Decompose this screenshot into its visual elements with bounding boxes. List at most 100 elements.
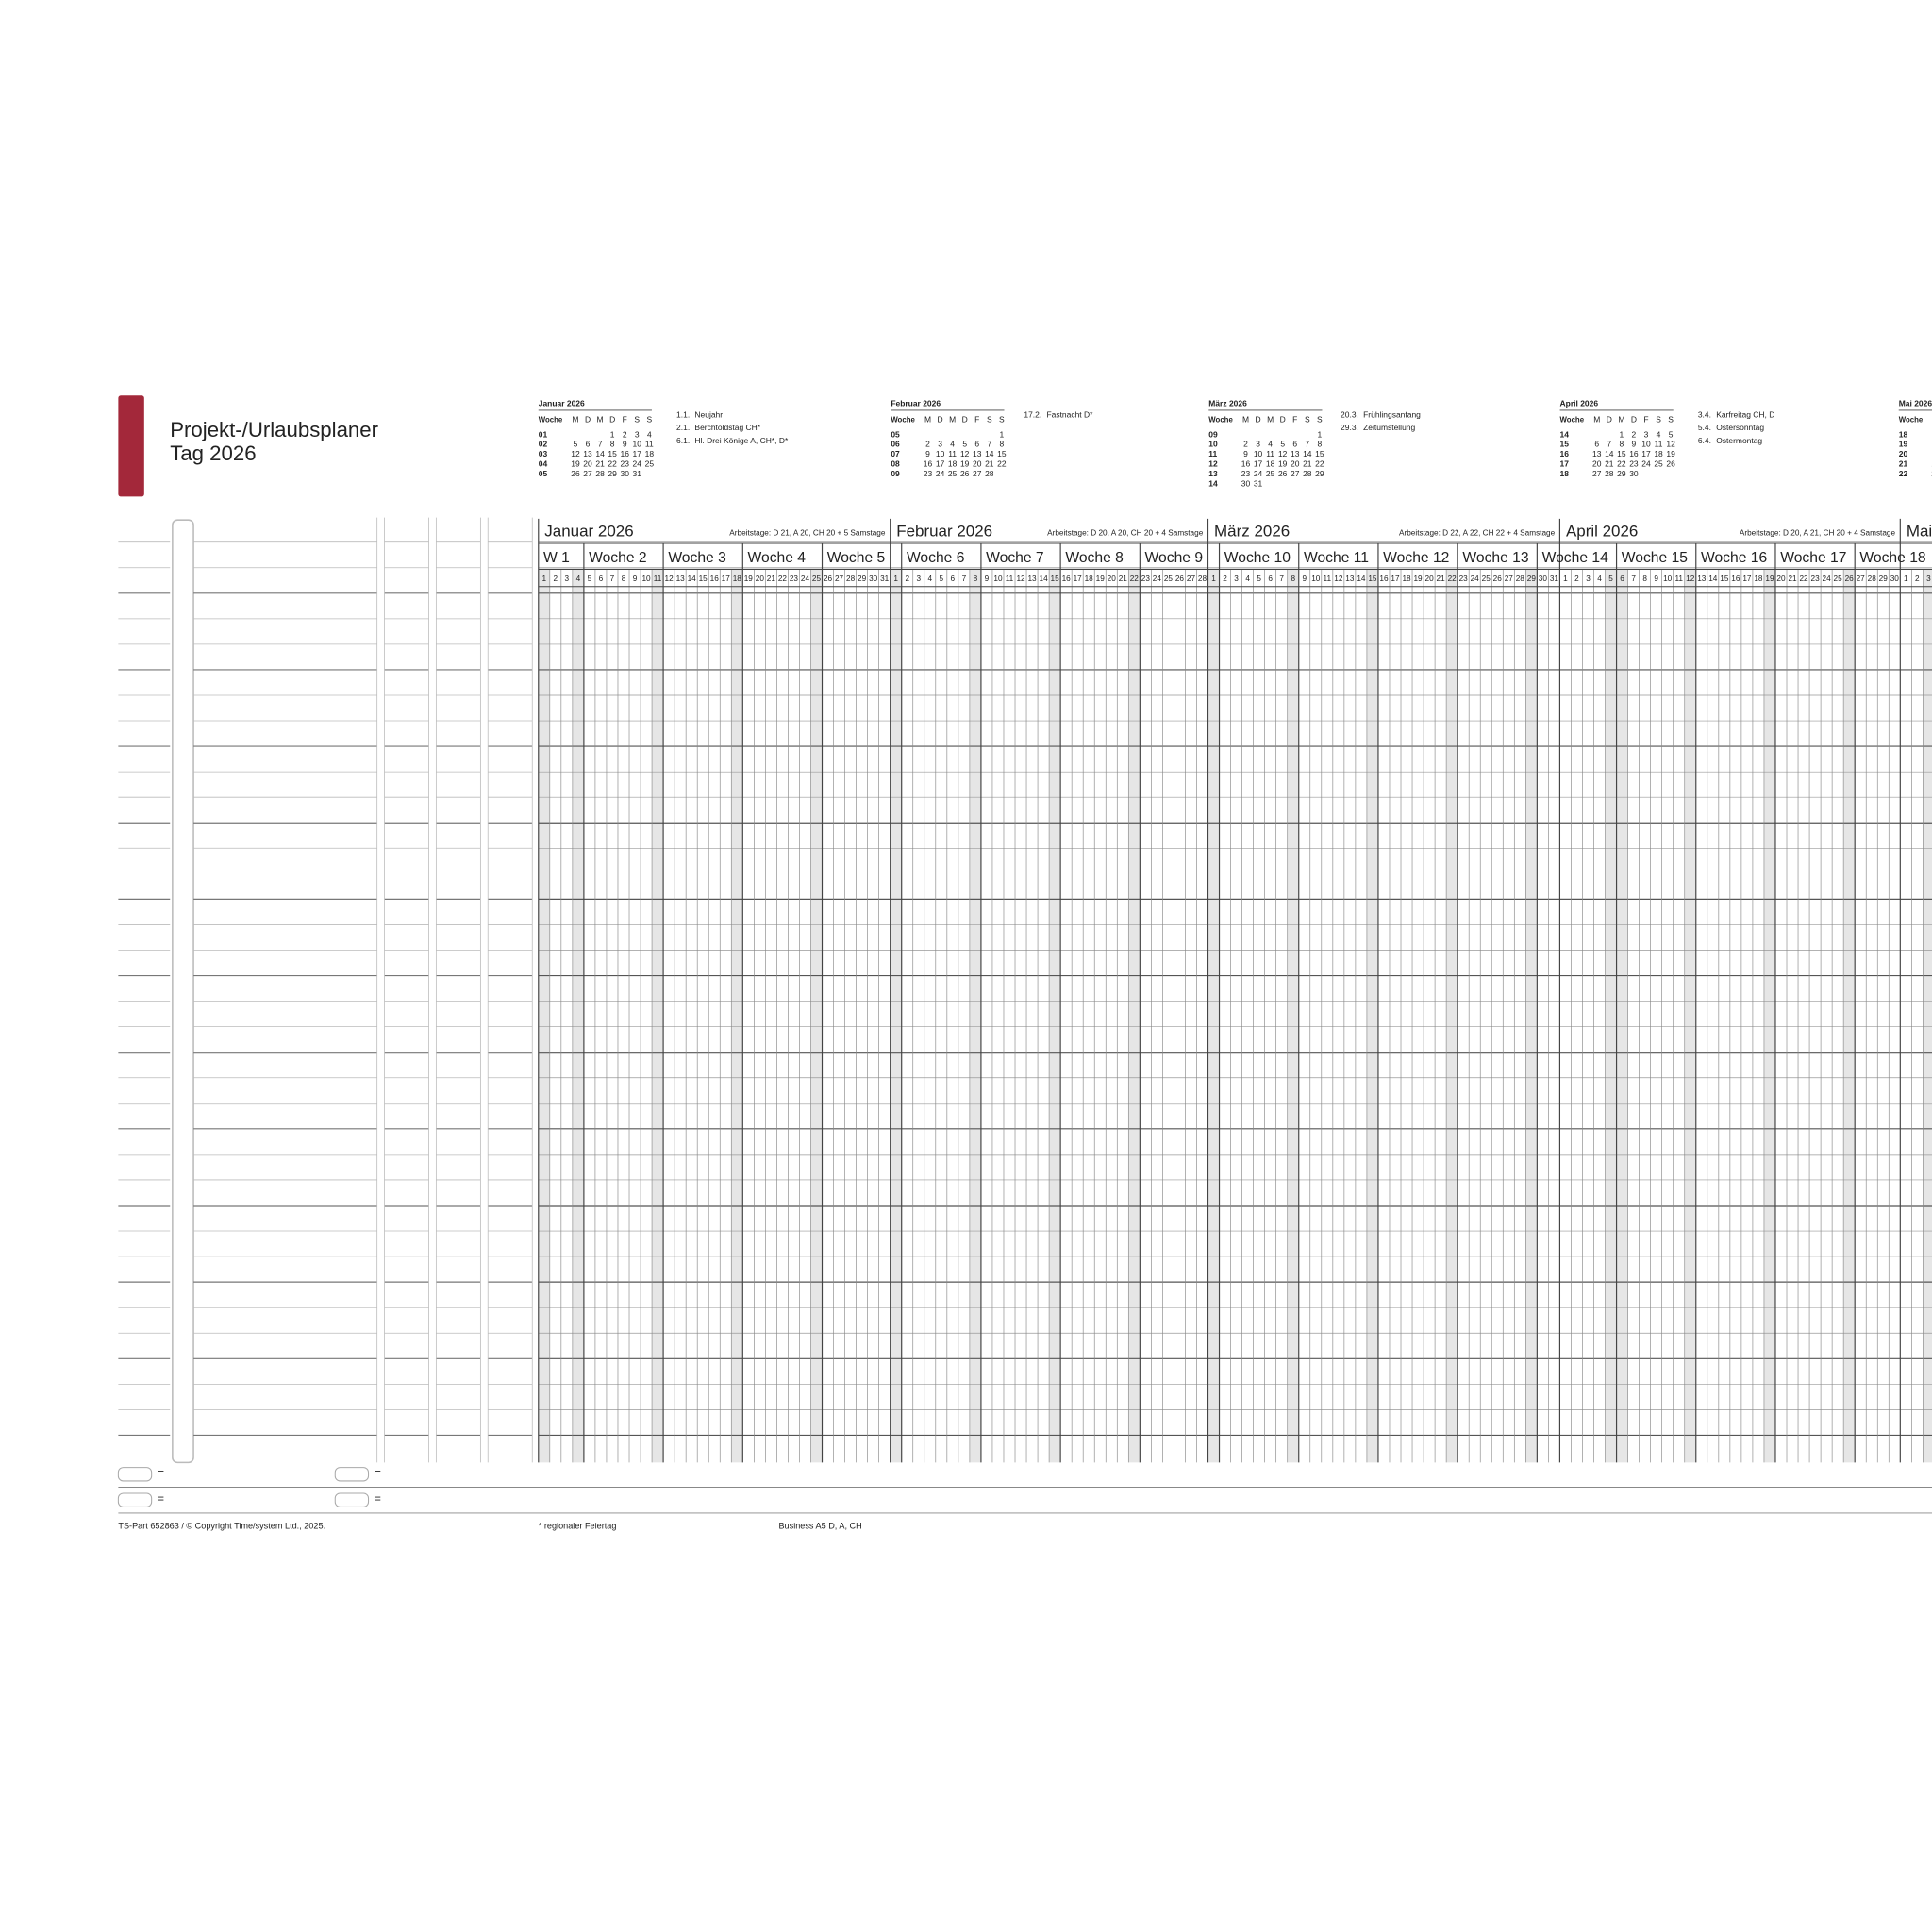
day-number: 18 <box>1754 575 1763 583</box>
shaded-day <box>538 569 550 1463</box>
mini-cal-day: 7 <box>987 440 991 449</box>
shaded-day <box>1525 569 1538 1463</box>
day-number: 15 <box>1051 575 1060 583</box>
shaded-day <box>1923 569 1932 1463</box>
shaded-day <box>1684 569 1696 1463</box>
mini-cal-day: 8 <box>1000 440 1005 449</box>
mini-cal-day: 16 <box>620 449 629 458</box>
mini-cal-day: 21 <box>1303 459 1312 469</box>
mini-cal-title: Januar 2026 <box>539 399 585 408</box>
mini-cal-day: 1 <box>610 429 615 439</box>
mini-cal-day: 4 <box>950 440 955 449</box>
week-label: Woche 13 <box>1462 550 1529 566</box>
day-number: 18 <box>1085 575 1094 583</box>
mini-cal-title: März 2026 <box>1208 399 1247 408</box>
mini-cal-day: 10 <box>936 449 945 458</box>
workdays-note: Arbeitstage: D 22, A 22, CH 22 + 4 Samst… <box>1399 529 1556 538</box>
day-number: 20 <box>1425 575 1435 583</box>
holiday-name: Ostermontag <box>1716 436 1762 445</box>
mini-cal-title: April 2026 <box>1560 399 1599 408</box>
day-number: 3 <box>1926 575 1931 583</box>
mini-cal-day: 8 <box>610 440 615 449</box>
mini-cal-day: 10 <box>633 440 642 449</box>
mini-cal-day: 16 <box>924 459 933 469</box>
mini-cal-day: 21 <box>595 459 605 469</box>
day-number: 14 <box>1357 575 1366 583</box>
mini-cal-day: 6 <box>1594 440 1599 449</box>
day-number: 24 <box>1471 575 1480 583</box>
legend-equals: = <box>158 1467 164 1479</box>
day-number: 26 <box>824 575 833 583</box>
workdays-note: Arbeitstage: D 20, A 20, CH 20 + 4 Samst… <box>1047 529 1204 538</box>
mini-cal-day: 13 <box>1592 449 1602 458</box>
mini-cal-day: 31 <box>1254 479 1263 489</box>
legend-box <box>334 1467 370 1482</box>
holiday-name: Berchtoldstag CH* <box>694 423 760 432</box>
day-number: 13 <box>1027 575 1037 583</box>
day-number: 9 <box>1654 575 1658 583</box>
mini-cal-day: 9 <box>925 449 930 458</box>
mini-cal-day: 30 <box>1241 479 1251 489</box>
mini-cal-weekday: D <box>962 415 968 425</box>
day-number: 8 <box>974 575 978 583</box>
mini-cal-day: 12 <box>1666 440 1675 449</box>
mini-cal-day: 17 <box>1254 459 1263 469</box>
mini-cal-day: 3 <box>1256 440 1260 449</box>
mini-cal-weekday: M <box>597 415 604 425</box>
mini-cal-week: 02 <box>539 440 548 449</box>
mini-cal-day: 3 <box>1644 429 1649 439</box>
week-label: W 1 <box>543 550 570 566</box>
mini-cal-week: 19 <box>1899 440 1908 449</box>
day-number: 1 <box>542 575 547 583</box>
shaded-day <box>969 569 981 1463</box>
day-number: 17 <box>722 575 731 583</box>
day-number: 2 <box>1223 575 1227 583</box>
day-number: 18 <box>1402 575 1411 583</box>
day-number: 24 <box>801 575 810 583</box>
day-number: 2 <box>1574 575 1579 583</box>
month-name: März 2026 <box>1214 523 1290 541</box>
mini-cal-week: 21 <box>1899 459 1908 469</box>
workdays-note: Arbeitstage: D 20, A 21, CH 20 + 4 Samst… <box>1740 529 1896 538</box>
mini-cal-day: 23 <box>1629 459 1639 469</box>
shaded-day <box>1208 569 1220 1463</box>
day-number: 1 <box>893 575 898 583</box>
mini-cal-day: 14 <box>1605 449 1614 458</box>
mini-cal-week: 13 <box>1208 469 1218 478</box>
edition: Business A5 D, A, CH <box>778 1522 861 1531</box>
mini-cal-day: 8 <box>1317 440 1322 449</box>
day-number: 22 <box>1130 575 1140 583</box>
day-number: 21 <box>1788 575 1797 583</box>
day-number: 27 <box>1857 575 1866 583</box>
mini-cal-day: 17 <box>1641 449 1651 458</box>
day-number: 17 <box>1074 575 1083 583</box>
holiday-name: Karfreitag CH, D <box>1716 409 1774 419</box>
mini-cal-day: 22 <box>608 459 617 469</box>
mini-cal-week: 03 <box>539 449 548 458</box>
day-number: 15 <box>699 575 708 583</box>
mini-cal-weekday: F <box>974 415 979 425</box>
day-number: 20 <box>1776 575 1786 583</box>
week-label: Woche 5 <box>827 550 886 566</box>
day-number: 19 <box>1413 575 1423 583</box>
mini-cal-day: 29 <box>1315 469 1324 478</box>
mini-cal-day: 14 <box>985 449 994 458</box>
shaded-day <box>1843 569 1856 1463</box>
mini-cal-weekday: S <box>634 415 640 425</box>
mini-cal-day: 19 <box>1666 449 1675 458</box>
mini-cal-day: 5 <box>1669 429 1674 439</box>
mini-cal-day: 19 <box>571 459 580 469</box>
day-number: 1 <box>1563 575 1568 583</box>
shaded-day <box>1763 569 1775 1463</box>
mini-cal-weekday: D <box>609 415 615 425</box>
mini-cal-weekday: D <box>1631 415 1637 425</box>
day-number: 1 <box>1211 575 1216 583</box>
holiday-date: 29.3. <box>1341 423 1358 432</box>
day-number: 8 <box>622 575 626 583</box>
day-number: 9 <box>1302 575 1307 583</box>
day-number: 11 <box>1006 575 1014 583</box>
day-number: 17 <box>1391 575 1400 583</box>
mini-cal-weekday: F <box>623 415 627 425</box>
